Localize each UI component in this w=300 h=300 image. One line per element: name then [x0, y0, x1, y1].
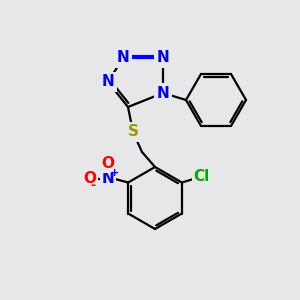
Text: N: N [102, 74, 114, 89]
Text: N: N [157, 85, 169, 100]
Text: O: O [84, 171, 97, 186]
Text: -: - [91, 179, 96, 192]
Text: +: + [110, 167, 119, 178]
Text: S: S [128, 124, 139, 140]
Text: O: O [102, 156, 115, 171]
Text: N: N [157, 50, 169, 65]
Text: N: N [102, 171, 115, 186]
Text: Cl: Cl [194, 169, 210, 184]
Text: N: N [117, 50, 129, 65]
